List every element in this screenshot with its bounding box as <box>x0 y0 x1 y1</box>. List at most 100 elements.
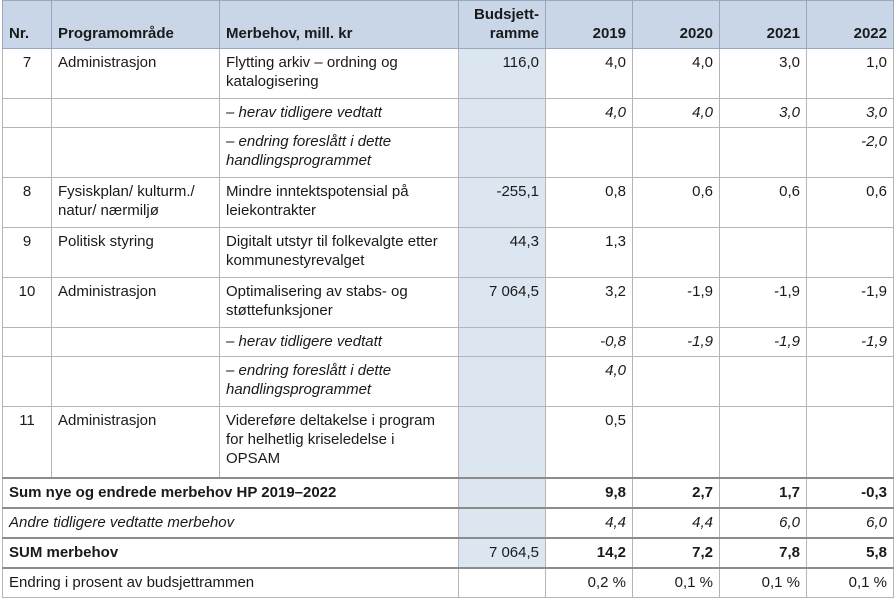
row-2019: 4,0 <box>545 48 633 99</box>
row-2022 <box>806 227 894 278</box>
table-row: – endring foreslått i dette handlingspro… <box>2 356 894 407</box>
row-2021 <box>719 356 807 407</box>
summary-row-previous: Andre tidligere vedtatte merbehov 4,4 4,… <box>2 507 894 539</box>
summary-2022: 5,8 <box>806 537 894 569</box>
summary-2022: 0,1 % <box>806 567 894 598</box>
row-2020 <box>632 127 720 178</box>
summary-2021: 7,8 <box>719 537 807 569</box>
row-nr <box>2 127 52 178</box>
row-2021 <box>719 227 807 278</box>
row-budget: 44,3 <box>458 227 546 278</box>
row-2020 <box>632 406 720 479</box>
header-program: Programområde <box>51 0 220 49</box>
row-description: Optimalisering av stabs- og støttefunksj… <box>219 277 459 328</box>
header-budsjettramme: Budsjett- ramme <box>458 0 546 49</box>
row-2022: 0,6 <box>806 177 894 228</box>
row-2019: 0,5 <box>545 406 633 479</box>
row-2021: -1,9 <box>719 327 807 357</box>
table-row: 10 Administrasjon Optimalisering av stab… <box>2 277 894 328</box>
summary-row-total: SUM merbehov 7 064,5 14,2 7,2 7,8 5,8 <box>2 537 894 569</box>
row-2021: 3,0 <box>719 48 807 99</box>
row-2020: -1,9 <box>632 327 720 357</box>
row-description: Mindre inntektspotensial på leiekontrakt… <box>219 177 459 228</box>
table-row: – herav tidligere vedtatt -0,8 -1,9 -1,9… <box>2 327 894 357</box>
row-nr: 10 <box>2 277 52 328</box>
row-2022: -1,9 <box>806 327 894 357</box>
summary-row-percent: Endring i prosent av budsjettrammen 0,2 … <box>2 567 894 598</box>
row-2022: 1,0 <box>806 48 894 99</box>
row-budget <box>458 356 546 407</box>
header-merbehov: Merbehov, mill. kr <box>219 0 459 49</box>
summary-label: SUM merbehov <box>2 537 459 569</box>
summary-2020: 4,4 <box>632 507 720 539</box>
header-budsjett-line1: Budsjett- <box>474 6 539 23</box>
row-2019: 4,0 <box>545 98 633 128</box>
row-budget <box>458 406 546 479</box>
header-2020: 2020 <box>632 0 720 49</box>
row-2020: 0,6 <box>632 177 720 228</box>
row-description: Flytting arkiv – ordning og katalogiseri… <box>219 48 459 99</box>
row-program: Administrasjon <box>51 48 220 99</box>
row-description: – endring foreslått i dette handlingspro… <box>219 127 459 178</box>
row-2021: -1,9 <box>719 277 807 328</box>
row-description: Videreføre deltakelse i program for helh… <box>219 406 459 479</box>
summary-budget <box>458 567 546 598</box>
summary-label: Endring i prosent av budsjettrammen <box>2 567 459 598</box>
header-nr: Nr. <box>2 0 52 49</box>
row-2022 <box>806 356 894 407</box>
header-2021: 2021 <box>719 0 807 49</box>
row-2019: 0,8 <box>545 177 633 228</box>
row-description: – endring foreslått i dette handlingspro… <box>219 356 459 407</box>
summary-2020: 7,2 <box>632 537 720 569</box>
table-row: 8 Fysiskplan/ kulturm./ natur/ nærmiljø … <box>2 177 894 228</box>
table-row: 7 Administrasjon Flytting arkiv – ordnin… <box>2 48 894 99</box>
row-nr: 9 <box>2 227 52 278</box>
budget-table: Nr. Programområde Merbehov, mill. kr Bud… <box>2 0 894 598</box>
row-program: Fysiskplan/ kulturm./ natur/ nærmiljø <box>51 177 220 228</box>
row-nr: 11 <box>2 406 52 479</box>
row-2019: 4,0 <box>545 356 633 407</box>
row-2020: 4,0 <box>632 48 720 99</box>
row-nr <box>2 356 52 407</box>
row-2021 <box>719 406 807 479</box>
summary-budget <box>458 477 546 509</box>
summary-2020: 2,7 <box>632 477 720 509</box>
row-2019: -0,8 <box>545 327 633 357</box>
row-2022: -1,9 <box>806 277 894 328</box>
row-2019: 1,3 <box>545 227 633 278</box>
row-program <box>51 98 220 128</box>
row-program: Politisk styring <box>51 227 220 278</box>
row-budget: -255,1 <box>458 177 546 228</box>
row-2019 <box>545 127 633 178</box>
row-budget <box>458 327 546 357</box>
row-nr <box>2 327 52 357</box>
summary-2020: 0,1 % <box>632 567 720 598</box>
row-2022: 3,0 <box>806 98 894 128</box>
row-nr <box>2 98 52 128</box>
row-nr: 8 <box>2 177 52 228</box>
row-2020 <box>632 356 720 407</box>
row-nr: 7 <box>2 48 52 99</box>
row-2022 <box>806 406 894 479</box>
summary-label: Sum nye og endrede merbehov HP 2019–2022 <box>2 477 459 509</box>
row-budget: 116,0 <box>458 48 546 99</box>
row-budget <box>458 98 546 128</box>
row-program: Administrasjon <box>51 406 220 479</box>
row-program <box>51 327 220 357</box>
table-row: – herav tidligere vedtatt 4,0 4,0 3,0 3,… <box>2 98 894 128</box>
row-2020: 4,0 <box>632 98 720 128</box>
summary-2022: -0,3 <box>806 477 894 509</box>
summary-row-new: Sum nye og endrede merbehov HP 2019–2022… <box>2 477 894 509</box>
row-2021 <box>719 127 807 178</box>
row-2021: 3,0 <box>719 98 807 128</box>
row-budget: 7 064,5 <box>458 277 546 328</box>
summary-2021: 1,7 <box>719 477 807 509</box>
header-row: Nr. Programområde Merbehov, mill. kr Bud… <box>2 0 894 49</box>
header-budsjett-line2: ramme <box>489 25 539 42</box>
header-2022: 2022 <box>806 0 894 49</box>
row-program <box>51 356 220 407</box>
row-description: – herav tidligere vedtatt <box>219 327 459 357</box>
row-2020 <box>632 227 720 278</box>
row-2021: 0,6 <box>719 177 807 228</box>
table-row: – endring foreslått i dette handlingspro… <box>2 127 894 178</box>
